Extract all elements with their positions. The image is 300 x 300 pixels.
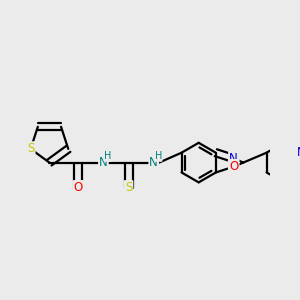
Text: S: S <box>27 142 34 155</box>
Text: S: S <box>125 181 132 194</box>
Text: N: N <box>229 152 238 165</box>
Text: H: H <box>104 151 112 161</box>
Text: N: N <box>296 146 300 159</box>
Text: O: O <box>74 181 83 194</box>
Text: O: O <box>229 160 238 173</box>
Text: N: N <box>99 156 108 169</box>
Text: N: N <box>149 156 158 169</box>
Text: H: H <box>154 151 162 161</box>
